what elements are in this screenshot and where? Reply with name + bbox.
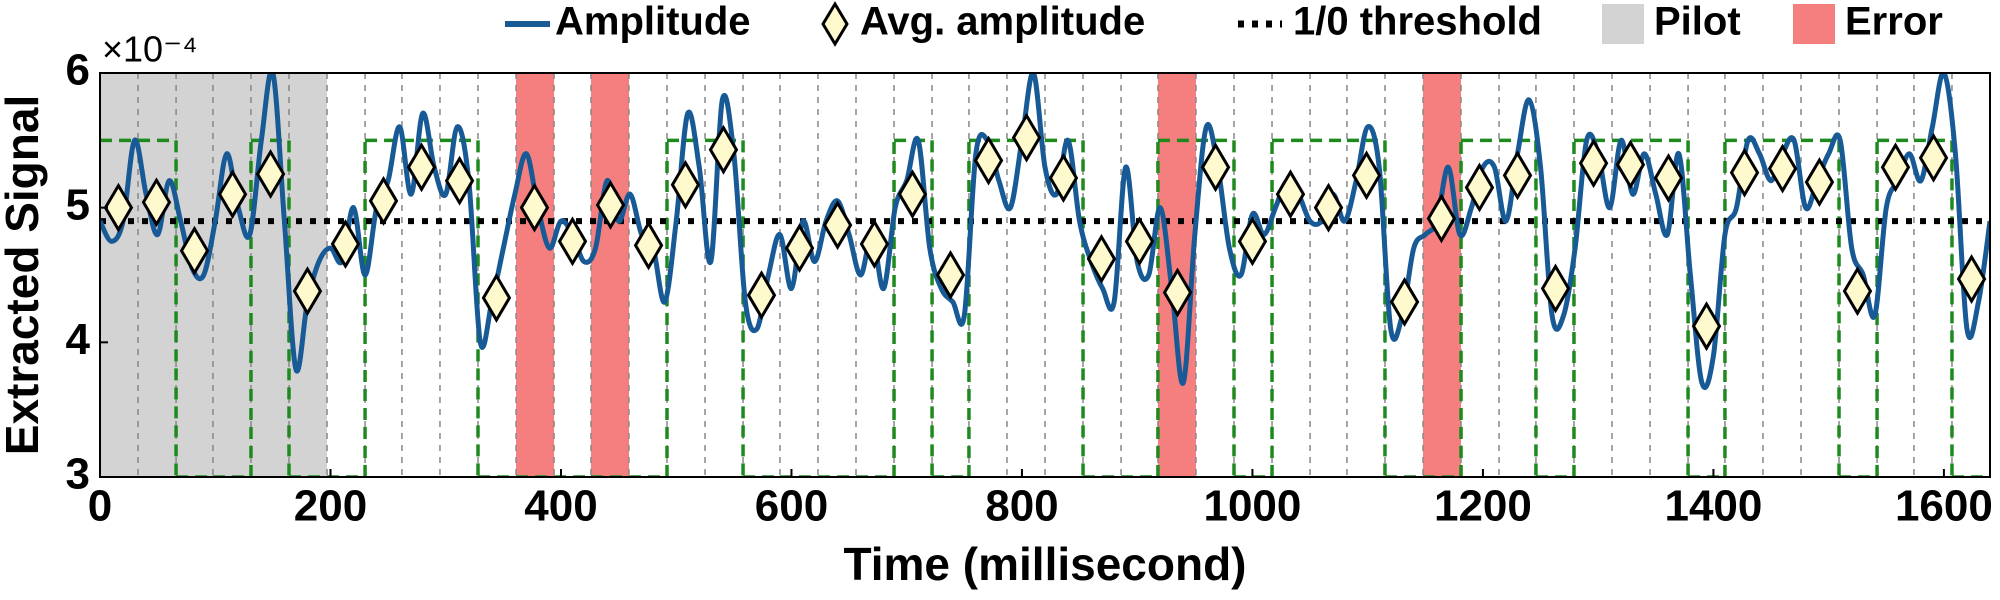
avg-amplitude-marker bbox=[1351, 150, 1382, 201]
legend-label: 1/0 threshold bbox=[1293, 0, 1542, 44]
x-tick-label: 0 bbox=[88, 482, 112, 531]
legend-diamond bbox=[821, 1, 849, 47]
span-1 bbox=[516, 73, 555, 477]
plot-content bbox=[100, 73, 1990, 477]
avg-amplitude-marker bbox=[1691, 301, 1722, 352]
avg-amplitude-marker bbox=[217, 169, 248, 220]
avg-amplitude-marker bbox=[519, 182, 550, 233]
avg-amplitude-marker bbox=[292, 266, 323, 317]
y-tick-label: 6 bbox=[66, 46, 90, 95]
x-tick-label: 1200 bbox=[1434, 482, 1532, 531]
x-tick-label: 1600 bbox=[1895, 482, 1993, 531]
span-1 bbox=[590, 73, 629, 477]
x-tick-label: 200 bbox=[294, 482, 367, 531]
avg-amplitude-marker bbox=[670, 159, 701, 210]
avg-amplitude-marker bbox=[557, 216, 588, 267]
avg-amplitude-marker bbox=[1086, 233, 1117, 284]
avg-amplitude-marker bbox=[1804, 157, 1835, 208]
avg-amplitude-marker bbox=[406, 142, 437, 193]
avg-amplitude-marker bbox=[1426, 193, 1457, 244]
avg-amplitude-marker bbox=[1880, 142, 1911, 193]
avg-amplitude-marker bbox=[1540, 263, 1571, 314]
avg-amplitude-marker bbox=[1956, 254, 1987, 304]
legend: Amplitude Avg. amplitude 1/0 threshold Pilo… bbox=[505, 0, 1943, 47]
legend-label: Avg. amplitude bbox=[860, 0, 1145, 44]
avg-amplitude-marker bbox=[1918, 132, 1949, 183]
plot-area bbox=[100, 73, 1990, 477]
x-tick-label: 1000 bbox=[1203, 482, 1301, 531]
legend-label: Amplitude bbox=[555, 0, 751, 44]
avg-amplitude-marker bbox=[1048, 153, 1079, 203]
avg-amplitude-marker bbox=[1200, 142, 1231, 193]
avg-amplitude-marker bbox=[1237, 216, 1268, 267]
avg-amplitude-marker bbox=[255, 149, 286, 199]
avg-amplitude-marker bbox=[330, 219, 361, 269]
avg-amplitude-marker bbox=[973, 135, 1004, 186]
avg-amplitude-marker bbox=[746, 270, 777, 321]
avg-amplitude-marker bbox=[859, 219, 890, 269]
avg-amplitude-marker bbox=[1275, 169, 1306, 220]
avg-amplitude-marker bbox=[1124, 216, 1155, 267]
avg-amplitude-marker bbox=[1313, 182, 1344, 233]
avg-amplitude-marker bbox=[1011, 112, 1042, 163]
y-tick-label: 4 bbox=[66, 315, 91, 364]
span-1 bbox=[1423, 73, 1462, 477]
y-tick-label: 3 bbox=[66, 450, 90, 499]
avg-amplitude-marker bbox=[822, 200, 853, 251]
x-tick-label: 400 bbox=[524, 482, 597, 531]
avg-amplitude-marker bbox=[1578, 138, 1609, 189]
avg-amplitude-marker bbox=[595, 180, 626, 230]
y-multiplier: ×10⁻⁴ bbox=[102, 29, 198, 70]
plot-frame bbox=[99, 72, 1991, 478]
x-axis-label: Time (millisecond) bbox=[843, 538, 1246, 590]
avg-amplitude-marker bbox=[1464, 162, 1495, 213]
avg-amplitude-marker bbox=[708, 124, 739, 175]
avg-amplitude-marker bbox=[897, 169, 928, 220]
avg-amplitude-marker bbox=[141, 177, 172, 228]
avg-amplitude-marker bbox=[1615, 139, 1646, 190]
legend-span bbox=[1602, 4, 1644, 44]
avg-amplitude-marker bbox=[1162, 267, 1193, 318]
avg-amplitude-marker bbox=[1842, 266, 1873, 317]
avg-amplitude-marker bbox=[179, 225, 210, 276]
x-tick-label: 600 bbox=[755, 482, 828, 531]
y-axis-label: Extracted Signal bbox=[0, 95, 48, 455]
avg-amplitude-marker bbox=[1767, 143, 1798, 194]
avg-amplitude-marker bbox=[633, 220, 664, 271]
x-tick-label: 1400 bbox=[1664, 482, 1762, 531]
y-tick-label: 5 bbox=[66, 180, 90, 229]
x-tick-label: 800 bbox=[985, 482, 1058, 531]
avg-amplitude-marker bbox=[1653, 153, 1684, 203]
avg-amplitude-marker bbox=[103, 182, 134, 233]
avg-amplitude-marker bbox=[481, 272, 512, 323]
avg-amplitude-marker bbox=[1729, 147, 1760, 198]
avg-amplitude-marker bbox=[444, 155, 475, 206]
avg-amplitude-marker bbox=[935, 250, 966, 300]
avg-amplitude-marker bbox=[784, 223, 815, 274]
avg-amplitude-marker bbox=[368, 175, 399, 226]
legend-span bbox=[1793, 4, 1835, 44]
legend-label: Error bbox=[1845, 0, 1943, 44]
avg-amplitude-marker bbox=[1389, 276, 1420, 327]
avg-amplitude-marker bbox=[1502, 150, 1533, 201]
legend-label: Pilot bbox=[1654, 0, 1741, 44]
